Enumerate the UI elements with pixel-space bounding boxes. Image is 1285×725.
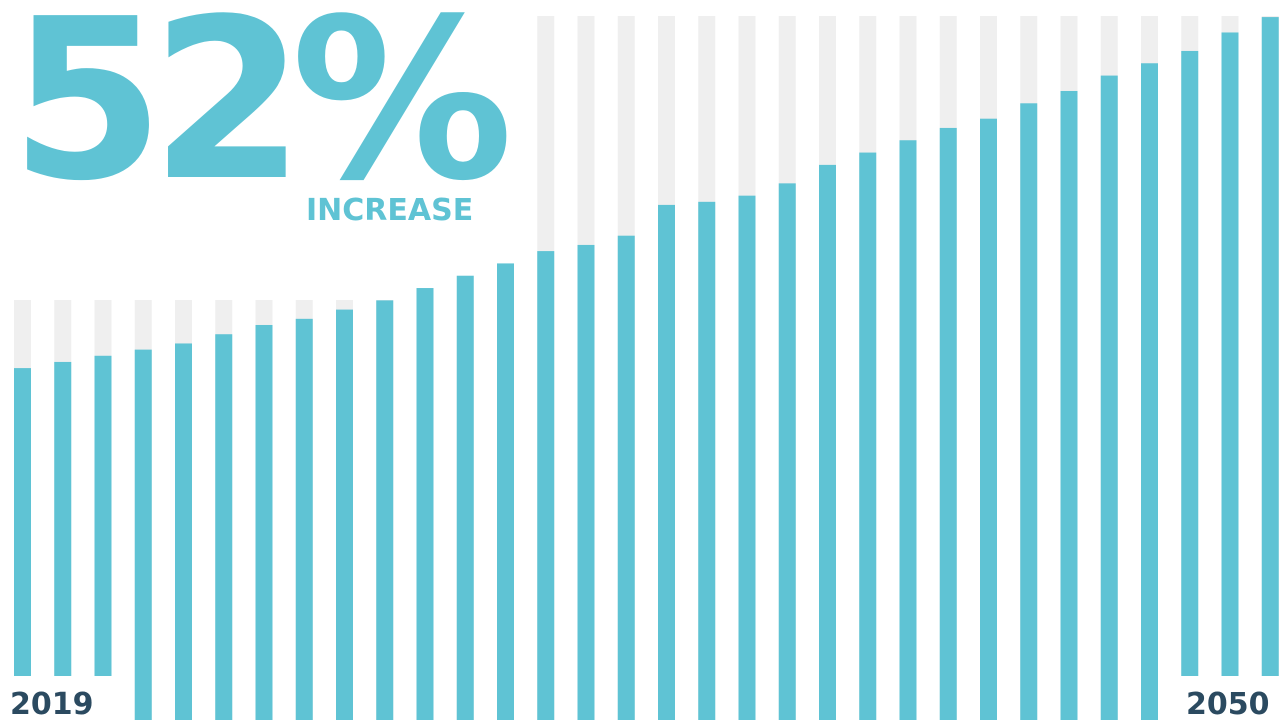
bar-2039 <box>819 164 836 721</box>
bar-2022 <box>134 349 152 720</box>
headline-block: 52% INCREASE <box>10 0 513 237</box>
bar-2034 <box>617 235 635 720</box>
bar-2027 <box>336 309 353 720</box>
bar-2037 <box>738 195 756 721</box>
bar-2030 <box>456 275 474 720</box>
bar-2036 <box>698 201 716 721</box>
bar-2047 <box>1141 63 1158 720</box>
x-tick-label-start: 2019 <box>10 687 94 722</box>
bar-2024 <box>215 334 233 720</box>
bar-2031 <box>497 263 514 720</box>
bar-2041 <box>899 140 917 720</box>
bar-2049 <box>1221 32 1239 676</box>
bar-2023 <box>175 343 192 720</box>
bar-2048 <box>1181 50 1199 676</box>
bar-2038 <box>778 183 796 721</box>
bar-2019 <box>14 368 31 676</box>
bar-2044 <box>1020 103 1038 720</box>
bar-2020 <box>54 361 72 676</box>
headline-increase-label: INCREASE <box>306 193 474 228</box>
bar-2050 <box>1261 17 1279 677</box>
bar-2025 <box>255 324 273 720</box>
bar-2035 <box>658 204 675 720</box>
bar-2028 <box>376 300 394 720</box>
bar-2026 <box>295 318 313 720</box>
bar-2040 <box>859 152 877 721</box>
bar-2043 <box>980 118 997 721</box>
headline-percent: 52% <box>10 0 513 230</box>
x-tick-label-end: 2050 <box>1186 687 1270 722</box>
bar-2032 <box>537 251 555 720</box>
bar-2021 <box>94 355 112 676</box>
bar-2045 <box>1060 90 1078 720</box>
bar-2042 <box>939 127 957 720</box>
bar-2029 <box>416 288 434 720</box>
bar-2046 <box>1100 75 1118 720</box>
bar-2033 <box>577 244 595 720</box>
